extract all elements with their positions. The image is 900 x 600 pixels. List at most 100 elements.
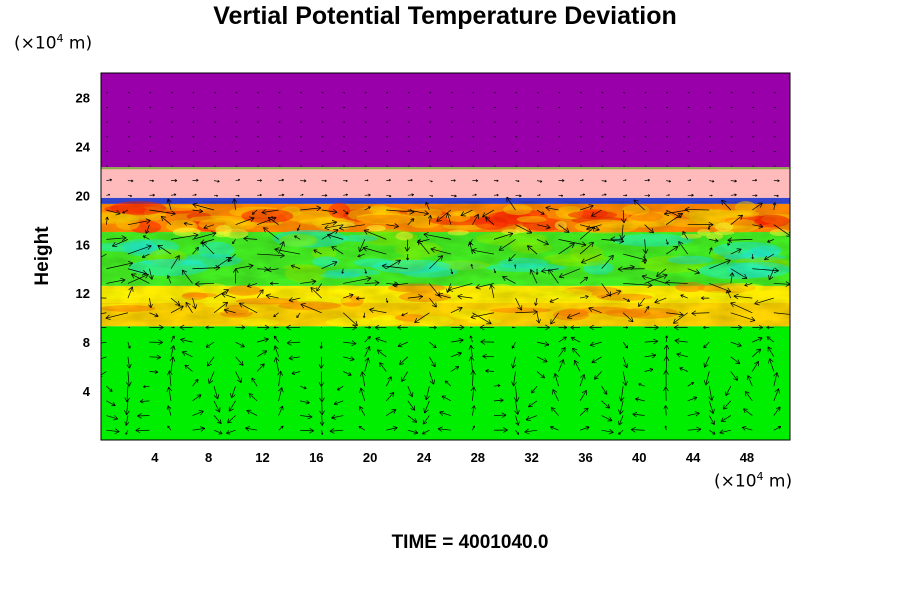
wind-arrow	[535, 268, 539, 275]
wind-arrow	[630, 426, 645, 433]
wind-arrow	[730, 150, 733, 153]
wind-arrow	[482, 353, 494, 359]
wind-arrow	[437, 426, 451, 433]
wind-arrow	[558, 92, 561, 94]
wind-arrow	[673, 324, 688, 331]
wind-arrow	[149, 150, 152, 153]
wind-arrow	[430, 247, 451, 255]
wind-arrow	[316, 283, 322, 292]
wind-arrow	[704, 371, 710, 386]
wind-arrow	[493, 268, 497, 274]
wind-arrow	[450, 324, 465, 331]
wind-arrow	[101, 253, 107, 258]
wind-arrow	[127, 286, 134, 299]
wind-arrow	[493, 412, 507, 418]
wind-arrow	[278, 425, 284, 431]
wind-arrow	[687, 268, 700, 275]
wind-arrow	[472, 92, 475, 94]
wind-arrow	[149, 179, 154, 182]
wind-arrow	[506, 196, 516, 211]
wind-arrow	[300, 121, 302, 123]
wind-arrow	[429, 106, 432, 109]
wind-arrow	[558, 359, 565, 372]
wind-arrow	[321, 229, 339, 240]
y-tick-label: 20	[76, 188, 90, 203]
wind-arrow	[277, 370, 283, 387]
wind-arrow	[343, 106, 345, 109]
wind-arrow	[429, 356, 436, 368]
wind-arrow	[601, 121, 604, 123]
wind-arrow	[610, 236, 624, 243]
wind-arrow	[493, 92, 496, 94]
wind-arrow	[623, 92, 625, 94]
wind-arrow	[149, 165, 152, 167]
wind-arrow	[515, 121, 518, 123]
wind-arrow	[179, 324, 193, 331]
wind-arrow	[245, 426, 258, 432]
wind-arrow	[386, 409, 397, 416]
wind-arrow	[257, 337, 269, 343]
wind-arrow	[364, 325, 371, 329]
wind-arrow	[752, 92, 755, 94]
wind-arrow	[450, 306, 463, 314]
wind-arrow	[472, 150, 475, 153]
wind-arrow	[227, 415, 236, 424]
wind-arrow	[676, 352, 688, 358]
wind-arrow	[531, 385, 538, 394]
x-tick-label: 36	[578, 450, 592, 465]
wind-arrow	[472, 425, 475, 431]
wind-arrow	[369, 307, 387, 314]
wind-arrow	[319, 415, 325, 426]
wind-arrow	[130, 273, 150, 284]
wind-arrow	[278, 150, 281, 153]
wind-arrow	[407, 386, 414, 398]
wind-arrow	[157, 244, 172, 255]
wind-arrow	[664, 209, 688, 217]
wind-arrow	[213, 194, 218, 197]
wind-arrow	[313, 249, 322, 255]
wind-arrow	[208, 371, 215, 384]
wind-arrow	[527, 245, 538, 255]
wind-arrow	[386, 136, 389, 138]
wind-arrow	[666, 106, 668, 109]
wind-arrow	[364, 136, 367, 138]
wind-arrow	[291, 371, 301, 375]
wind-arrow	[364, 150, 367, 153]
wind-arrow	[665, 279, 688, 286]
wind-arrow	[407, 92, 410, 94]
wind-arrow	[619, 224, 625, 240]
wind-arrow	[235, 341, 245, 348]
wind-arrow	[170, 136, 173, 138]
wind-arrow	[558, 194, 564, 197]
wind-arrow	[528, 400, 538, 408]
wind-arrow	[580, 121, 582, 123]
wind-arrow	[429, 150, 432, 153]
wind-arrow	[194, 281, 215, 287]
wind-arrow	[376, 349, 387, 358]
y-tick-label: 16	[76, 237, 90, 252]
wind-arrow	[149, 354, 161, 360]
wind-arrow	[425, 201, 430, 211]
wind-arrow	[566, 312, 581, 319]
chart-title: Vertial Potential Temperature Deviation	[213, 2, 677, 30]
wind-arrow	[343, 371, 352, 376]
wind-arrow	[235, 92, 238, 94]
wind-arrow	[170, 255, 180, 269]
wind-arrow	[558, 239, 587, 248]
wind-arrow	[558, 325, 568, 330]
wind-arrow	[601, 254, 614, 269]
wind-arrow	[101, 371, 107, 377]
wind-arrow	[586, 224, 602, 231]
wind-arrow	[580, 193, 586, 196]
wind-arrow	[321, 165, 324, 167]
wind-arrow	[644, 338, 659, 345]
wind-arrow	[235, 121, 238, 123]
wind-arrow	[746, 375, 753, 387]
wind-arrow	[251, 377, 258, 387]
wind-arrow	[170, 305, 184, 314]
wind-arrow	[558, 347, 566, 358]
wind-arrow	[278, 405, 284, 416]
wind-arrow	[470, 264, 473, 269]
wind-arrow	[338, 224, 365, 231]
wind-arrow	[386, 426, 398, 431]
